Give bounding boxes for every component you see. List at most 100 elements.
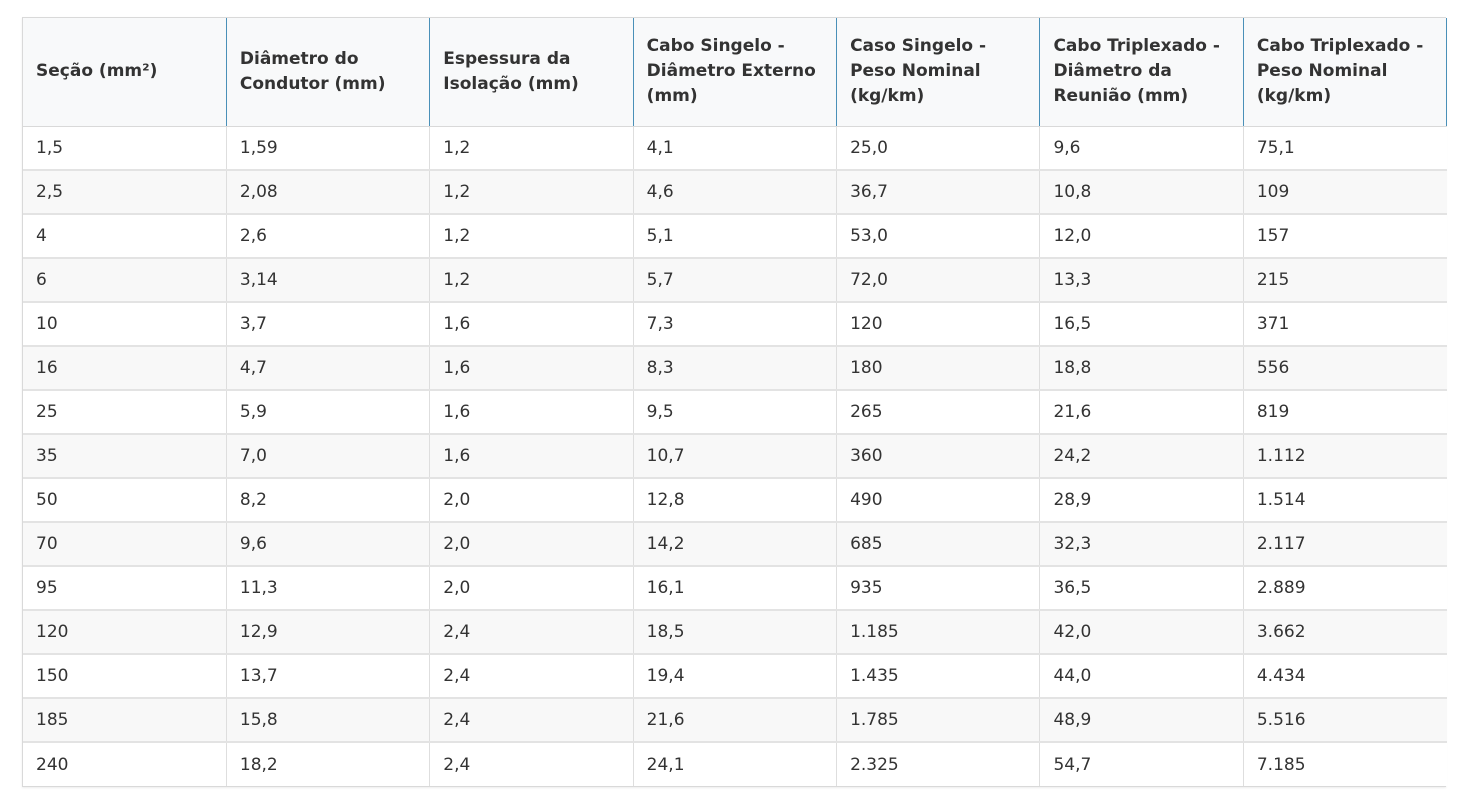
cell-espessura-isolacao: 2,4 (429, 610, 634, 655)
cell-diametro-condutor: 11,3 (226, 566, 431, 611)
cell-singelo-peso-nominal: 180 (836, 346, 1041, 391)
cell-singelo-diametro-externo: 12,8 (633, 478, 838, 523)
cell-triplexado-diametro-reuniao: 54,7 (1039, 742, 1244, 786)
cell-triplexado-diametro-reuniao: 32,3 (1039, 522, 1244, 567)
cell-triplexado-peso-nominal: 819 (1243, 390, 1447, 435)
cell-diametro-condutor: 1,59 (226, 126, 431, 171)
table-row: 10 3,7 1,6 7,3 120 16,5 371 (23, 302, 1447, 347)
cell-diametro-condutor: 3,7 (226, 302, 431, 347)
table-row: 150 13,7 2,4 19,4 1.435 44,0 4.434 (23, 654, 1447, 699)
cell-triplexado-diametro-reuniao: 28,9 (1039, 478, 1244, 523)
cell-secao: 95 (23, 566, 227, 611)
cell-singelo-peso-nominal: 25,0 (836, 126, 1041, 171)
cell-secao: 185 (23, 698, 227, 743)
cell-singelo-diametro-externo: 16,1 (633, 566, 838, 611)
cell-diametro-condutor: 13,7 (226, 654, 431, 699)
cell-singelo-diametro-externo: 7,3 (633, 302, 838, 347)
table-row: 185 15,8 2,4 21,6 1.785 48,9 5.516 (23, 698, 1447, 743)
cell-triplexado-peso-nominal: 3.662 (1243, 610, 1447, 655)
cell-secao: 16 (23, 346, 227, 391)
cell-espessura-isolacao: 1,2 (429, 258, 634, 303)
cell-secao: 6 (23, 258, 227, 303)
cell-espessura-isolacao: 1,6 (429, 302, 634, 347)
cell-espessura-isolacao: 1,6 (429, 346, 634, 391)
cell-singelo-diametro-externo: 4,1 (633, 126, 838, 171)
cell-diametro-condutor: 2,08 (226, 170, 431, 215)
cell-triplexado-peso-nominal: 2.117 (1243, 522, 1447, 567)
cell-secao: 50 (23, 478, 227, 523)
cell-triplexado-diametro-reuniao: 18,8 (1039, 346, 1244, 391)
cell-triplexado-peso-nominal: 7.185 (1243, 742, 1447, 786)
cell-singelo-peso-nominal: 265 (836, 390, 1041, 435)
cell-singelo-diametro-externo: 9,5 (633, 390, 838, 435)
cell-diametro-condutor: 12,9 (226, 610, 431, 655)
cell-triplexado-diametro-reuniao: 13,3 (1039, 258, 1244, 303)
cable-specs-table-container: Seção (mm²) Diâmetro do Condutor (mm) Es… (22, 17, 1448, 787)
table-row: 35 7,0 1,6 10,7 360 24,2 1.112 (23, 434, 1447, 479)
cell-espessura-isolacao: 1,6 (429, 434, 634, 479)
cell-espessura-isolacao: 2,4 (429, 698, 634, 743)
table-row: 50 8,2 2,0 12,8 490 28,9 1.514 (23, 478, 1447, 523)
cell-diametro-condutor: 18,2 (226, 742, 431, 786)
cell-singelo-diametro-externo: 21,6 (633, 698, 838, 743)
cell-secao: 1,5 (23, 126, 227, 171)
cell-singelo-peso-nominal: 490 (836, 478, 1041, 523)
cell-singelo-peso-nominal: 2.325 (836, 742, 1041, 786)
cell-singelo-diametro-externo: 5,7 (633, 258, 838, 303)
cell-triplexado-peso-nominal: 556 (1243, 346, 1447, 391)
cell-diametro-condutor: 4,7 (226, 346, 431, 391)
cell-triplexado-peso-nominal: 2.889 (1243, 566, 1447, 611)
cell-triplexado-peso-nominal: 75,1 (1243, 126, 1447, 171)
table-header: Seção (mm²) Diâmetro do Condutor (mm) Es… (23, 18, 1448, 127)
header-triplexado-diametro-reuniao: Cabo Triplexado - Diâmetro da Reunião (m… (1039, 18, 1244, 127)
table-row: 240 18,2 2,4 24,1 2.325 54,7 7.185 (23, 742, 1447, 786)
cell-diametro-condutor: 7,0 (226, 434, 431, 479)
table-row: 1,5 1,59 1,2 4,1 25,0 9,6 75,1 (23, 126, 1447, 171)
cell-espessura-isolacao: 2,4 (429, 742, 634, 786)
cell-secao: 4 (23, 214, 227, 259)
cell-singelo-diametro-externo: 24,1 (633, 742, 838, 786)
table-row: 120 12,9 2,4 18,5 1.185 42,0 3.662 (23, 610, 1447, 655)
cell-triplexado-diametro-reuniao: 9,6 (1039, 126, 1244, 171)
table-row: 6 3,14 1,2 5,7 72,0 13,3 215 (23, 258, 1447, 303)
cell-triplexado-peso-nominal: 5.516 (1243, 698, 1447, 743)
table-row: 25 5,9 1,6 9,5 265 21,6 819 (23, 390, 1447, 435)
header-singelo-peso-nominal: Caso Singelo - Peso Nominal (kg/km) (836, 18, 1041, 127)
cell-secao: 35 (23, 434, 227, 479)
cell-singelo-diametro-externo: 19,4 (633, 654, 838, 699)
cell-espessura-isolacao: 2,4 (429, 654, 634, 699)
cell-triplexado-peso-nominal: 157 (1243, 214, 1447, 259)
cell-espessura-isolacao: 2,0 (429, 566, 634, 611)
cell-espessura-isolacao: 1,2 (429, 170, 634, 215)
cable-specs-table: Seção (mm²) Diâmetro do Condutor (mm) Es… (23, 18, 1448, 786)
cell-secao: 70 (23, 522, 227, 567)
cell-singelo-peso-nominal: 1.435 (836, 654, 1041, 699)
header-espessura-isolacao: Espessura da Isolação (mm) (429, 18, 634, 127)
cell-singelo-peso-nominal: 685 (836, 522, 1041, 567)
header-diametro-condutor: Diâmetro do Condutor (mm) (226, 18, 431, 127)
cell-triplexado-peso-nominal: 1.514 (1243, 478, 1447, 523)
cell-singelo-peso-nominal: 360 (836, 434, 1041, 479)
cell-singelo-peso-nominal: 1.185 (836, 610, 1041, 655)
header-row: Seção (mm²) Diâmetro do Condutor (mm) Es… (23, 18, 1448, 127)
cell-espessura-isolacao: 1,2 (429, 126, 634, 171)
cell-triplexado-diametro-reuniao: 44,0 (1039, 654, 1244, 699)
cell-singelo-peso-nominal: 935 (836, 566, 1041, 611)
cell-singelo-diametro-externo: 8,3 (633, 346, 838, 391)
cell-espessura-isolacao: 1,6 (429, 390, 634, 435)
cell-secao: 10 (23, 302, 227, 347)
cell-triplexado-diametro-reuniao: 10,8 (1039, 170, 1244, 215)
table-body: 1,5 1,59 1,2 4,1 25,0 9,6 75,1 2,5 2,08 1,2 4,6 36,… (23, 126, 1447, 786)
header-secao: Seção (mm²) (23, 18, 227, 127)
cell-singelo-peso-nominal: 1.785 (836, 698, 1041, 743)
cell-triplexado-peso-nominal: 1.112 (1243, 434, 1447, 479)
cell-espessura-isolacao: 2,0 (429, 522, 634, 567)
cell-triplexado-diametro-reuniao: 16,5 (1039, 302, 1244, 347)
table-row: 95 11,3 2,0 16,1 935 36,5 2.889 (23, 566, 1447, 611)
cell-diametro-condutor: 8,2 (226, 478, 431, 523)
cell-singelo-diametro-externo: 18,5 (633, 610, 838, 655)
cell-singelo-peso-nominal: 120 (836, 302, 1041, 347)
cell-secao: 2,5 (23, 170, 227, 215)
cell-singelo-peso-nominal: 53,0 (836, 214, 1041, 259)
cell-secao: 120 (23, 610, 227, 655)
